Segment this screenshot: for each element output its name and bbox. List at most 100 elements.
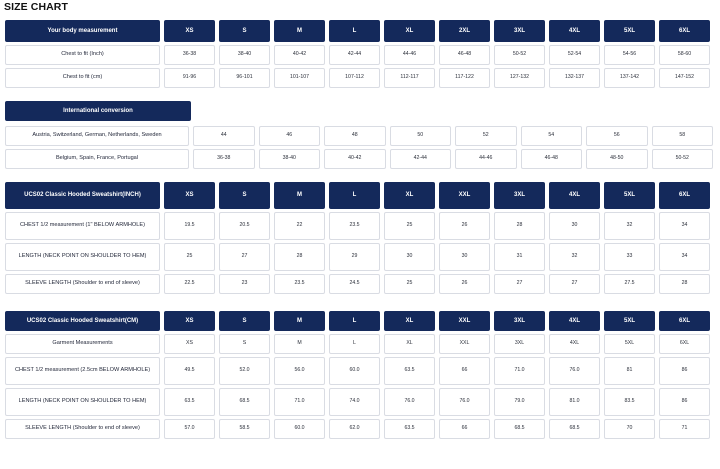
table-cell: 83.5 (604, 388, 655, 416)
size-header: 4XL (549, 20, 600, 42)
table-cell: 30 (439, 243, 490, 271)
table-cell: 22 (274, 212, 325, 240)
table-cell: 46 (258, 126, 320, 146)
table-row: SLEEVE LENGTH (Shoulder to end of sleeve… (5, 274, 717, 294)
size-header: 4XL (549, 182, 600, 209)
header-label: International conversion (5, 101, 191, 121)
table-cell: 96-101 (219, 68, 270, 88)
table-cell: 27 (219, 243, 270, 271)
table-cell: 33 (604, 243, 655, 271)
table-cell: 25 (164, 243, 215, 271)
table-cell: 86 (659, 388, 710, 416)
table-cell: 56 (586, 126, 648, 146)
table-cell: 76.0 (549, 357, 600, 385)
table-cell: 107-112 (329, 68, 380, 88)
table-cell: 58 (651, 126, 713, 146)
table-cell: 62.0 (329, 419, 380, 439)
size-header: XXL (439, 182, 490, 209)
row-label: CHEST 1/2 measurement (2.5cm BELOW ARMHO… (5, 357, 160, 385)
table-cell: 25 (384, 212, 435, 240)
table-cell: 91-96 (164, 68, 215, 88)
table-cell: 52-54 (549, 45, 600, 65)
table-cell: 20.5 (219, 212, 270, 240)
table-cell: 3XL (494, 334, 545, 354)
table-cell: 5XL (604, 334, 655, 354)
row-label: LENGTH (NECK POINT ON SHOULDER TO HEM) (5, 243, 160, 271)
table-cell: 27 (549, 274, 600, 294)
table-cell: 34 (659, 212, 710, 240)
size-header: XS (164, 20, 215, 42)
table-header-row: UCS02 Classic Hooded Sweatshirt(INCH) XS… (5, 182, 717, 209)
table-cell: 36-38 (164, 45, 215, 65)
table-cell: 42-44 (329, 45, 380, 65)
table-cell: 34 (659, 243, 710, 271)
table-cell: 22.5 (164, 274, 215, 294)
size-header: 3XL (494, 20, 545, 42)
sweatshirt-inch-table: UCS02 Classic Hooded Sweatshirt(INCH) XS… (5, 182, 717, 297)
table-cell: 24.5 (329, 274, 380, 294)
table-cell: 46-48 (439, 45, 490, 65)
header-label: Your body measurement (5, 20, 160, 42)
table-cell: 137-142 (604, 68, 655, 88)
table-header-row: International conversion (5, 101, 717, 121)
table-row: Chest to fit (cm) 91-96 96-101 101-107 1… (5, 68, 717, 88)
table-row: Belgium, Spain, France, Portugal 36-38 3… (5, 149, 717, 169)
sweatshirt-cm-table: UCS02 Classic Hooded Sweatshirt(CM) XS S… (5, 311, 717, 442)
table-cell: 101-107 (274, 68, 325, 88)
table-cell: 40-42 (274, 45, 325, 65)
header-label: UCS02 Classic Hooded Sweatshirt(CM) (5, 311, 160, 331)
table-cell: 71.0 (494, 357, 545, 385)
table-row: CHEST 1/2 measurement (1" BELOW ARMHOLE)… (5, 212, 717, 240)
table-cell: 32 (549, 243, 600, 271)
table-cell: 68.5 (494, 419, 545, 439)
table-cell: 38-40 (219, 45, 270, 65)
row-label: Garment Measurements (5, 334, 160, 354)
table-cell: M (274, 334, 325, 354)
table-cell: 23 (219, 274, 270, 294)
table-cell: 40-42 (324, 149, 386, 169)
table-cell: 54-56 (604, 45, 655, 65)
table-cell: 19.5 (164, 212, 215, 240)
table-cell: 50 (389, 126, 451, 146)
table-cell: 44-46 (455, 149, 517, 169)
table-cell: 76.0 (439, 388, 490, 416)
table-row: Austria, Switzerland, German, Netherland… (5, 126, 717, 146)
table-cell: 57.0 (164, 419, 215, 439)
table-cell: XXL (439, 334, 490, 354)
table-cell: 81 (604, 357, 655, 385)
table-cell: 52.0 (219, 357, 270, 385)
table-cell: 42-44 (389, 149, 451, 169)
row-label: Chest to fit (Inch) (5, 45, 160, 65)
row-label: Belgium, Spain, France, Portugal (5, 149, 189, 169)
table-row: CHEST 1/2 measurement (2.5cm BELOW ARMHO… (5, 357, 717, 385)
table-cell: 71 (659, 419, 710, 439)
size-header: S (219, 182, 270, 209)
table-row: Garment Measurements XS S M L XL XXL 3XL… (5, 334, 717, 354)
size-header: L (329, 311, 380, 331)
table-cell: 29 (329, 243, 380, 271)
table-cell: 112-117 (384, 68, 435, 88)
table-header-row: UCS02 Classic Hooded Sweatshirt(CM) XS S… (5, 311, 717, 331)
size-header: 5XL (604, 20, 655, 42)
size-header: XL (384, 311, 435, 331)
table-cell: 26 (439, 274, 490, 294)
table-row: LENGTH (NECK POINT ON SHOULDER TO HEM) 6… (5, 388, 717, 416)
table-cell: 132-137 (549, 68, 600, 88)
page-title: SIZE CHART (4, 1, 68, 13)
table-cell: 66 (439, 357, 490, 385)
table-cell: 63.5 (384, 357, 435, 385)
table-cell: 70 (604, 419, 655, 439)
row-label: SLEEVE LENGTH (Shoulder to end of sleeve… (5, 274, 160, 294)
table-cell: 58.5 (219, 419, 270, 439)
row-label: CHEST 1/2 measurement (1" BELOW ARMHOLE) (5, 212, 160, 240)
size-header: 3XL (494, 311, 545, 331)
table-cell: 147-152 (659, 68, 710, 88)
table-cell: 127-132 (494, 68, 545, 88)
table-cell: 60.0 (274, 419, 325, 439)
table-cell: 66 (439, 419, 490, 439)
table-cell: S (219, 334, 270, 354)
size-header: 3XL (494, 182, 545, 209)
table-cell: 4XL (549, 334, 600, 354)
table-cell: 25 (384, 274, 435, 294)
row-label: SLEEVE LENGTH (Shoulder to end of sleeve… (5, 419, 160, 439)
